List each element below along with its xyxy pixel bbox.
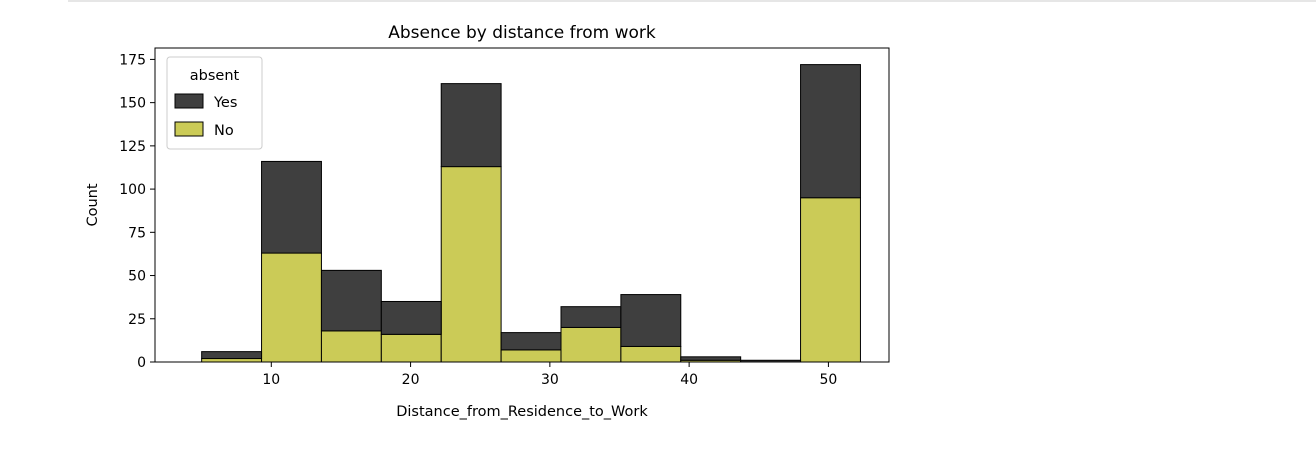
- bar-no-2: [320, 330, 382, 363]
- y-axis-ticks: 0 25 50 75 100 125 150 175: [119, 52, 155, 371]
- y-tick-label: 50: [128, 269, 146, 285]
- legend-label-yes: Yes: [213, 95, 237, 111]
- bar-yes-8: [680, 356, 742, 361]
- x-tick-label: 30: [541, 372, 559, 388]
- legend-entries: Yes No: [174, 93, 237, 139]
- x-axis-label: Distance_from_Residence_to_Work: [396, 404, 648, 420]
- bar-no-7: [620, 345, 682, 363]
- y-tick-label: 25: [128, 312, 146, 328]
- legend: absent Yes No: [166, 56, 263, 150]
- legend-title: absent: [190, 68, 240, 84]
- legend-swatch-yes: [174, 93, 204, 109]
- plot-area-frame: [154, 47, 890, 363]
- bar-no-4: [440, 166, 502, 363]
- x-tick-label: 20: [402, 372, 420, 388]
- bar-no-1: [261, 252, 322, 363]
- y-axis-label: Count: [85, 183, 101, 226]
- y-tick-label: 0: [137, 355, 146, 371]
- bar-yes-6: [560, 306, 622, 328]
- x-axis-ticks: 10 20 30 40 50: [262, 362, 837, 388]
- y-tick-label: 175: [119, 52, 146, 68]
- bar-yes-4: [440, 83, 502, 168]
- bar-yes-5: [500, 332, 562, 351]
- x-tick-label: 40: [680, 372, 698, 388]
- x-tick-label: 10: [262, 372, 280, 388]
- bar-no-0: [201, 358, 263, 363]
- chart-title: Absence by distance from work: [388, 23, 656, 43]
- bar-yes-7: [620, 294, 682, 347]
- y-tick-label: 100: [119, 182, 146, 198]
- legend-label-no: No: [214, 123, 234, 139]
- y-tick-label: 125: [119, 139, 146, 155]
- bar-yes-10: [800, 64, 861, 199]
- bar-no-10: [800, 197, 861, 363]
- x-tick-label: 50: [819, 372, 837, 388]
- bars-layer: [201, 64, 861, 363]
- y-tick-label: 150: [119, 96, 146, 112]
- cell-top-border: [68, 0, 1316, 2]
- bar-yes-0: [201, 351, 263, 360]
- bar-no-5: [500, 349, 562, 363]
- bar-no-6: [560, 326, 622, 363]
- bar-yes-2: [320, 269, 382, 332]
- bar-no-3: [380, 333, 442, 363]
- y-tick-label: 75: [128, 225, 146, 241]
- bar-yes-3: [380, 300, 442, 335]
- bar-yes-1: [261, 160, 322, 254]
- legend-swatch-no: [174, 121, 204, 137]
